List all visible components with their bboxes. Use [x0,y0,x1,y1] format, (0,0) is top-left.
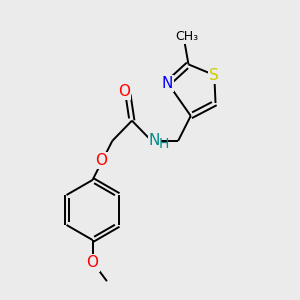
Text: H: H [158,137,169,151]
Text: N: N [161,76,172,91]
Text: N: N [149,133,160,148]
Text: CH₃: CH₃ [176,30,199,43]
Text: O: O [86,256,98,271]
Text: O: O [118,84,130,99]
Text: O: O [95,153,107,168]
Text: S: S [209,68,219,82]
